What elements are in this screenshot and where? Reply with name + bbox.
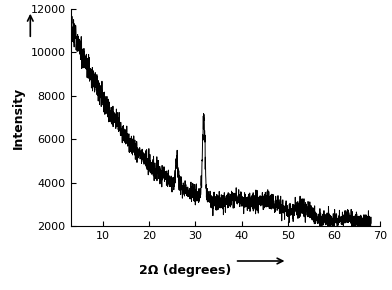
- Text: 2Ω (degrees): 2Ω (degrees): [139, 264, 231, 277]
- Y-axis label: Intensity: Intensity: [12, 86, 25, 148]
